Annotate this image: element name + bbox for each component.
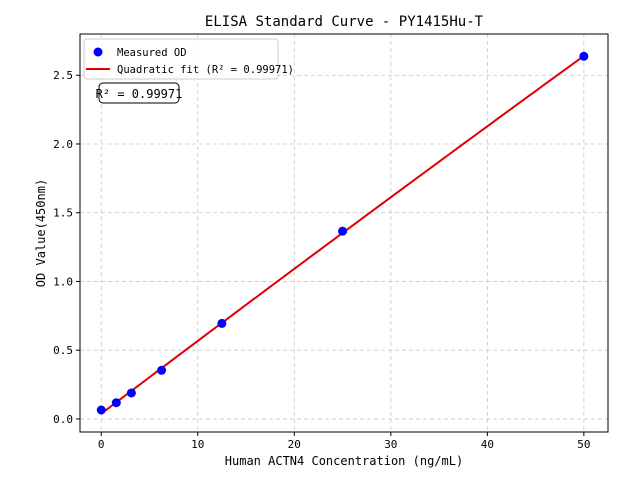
y-tick-label: 0.5 [53,344,73,357]
chart-title: ELISA Standard Curve - PY1415Hu-T [205,14,484,30]
x-tick-label: 30 [384,438,397,451]
ticks: 0 10 20 30 40 50 0.0 0.5 1.0 1.5 2.0 2.5 [53,69,590,451]
annotation-box [98,82,180,104]
x-tick-label: 0 [98,438,105,451]
legend-label-fit: Quadratic fit (R² = 0.99971) [117,64,294,76]
y-axis-label: OD Value(450nm) [34,179,48,287]
y-tick-label: 2.5 [53,69,73,82]
legend: Measured OD Quadratic fit (R² = 0.99971) [83,38,294,80]
legend-box [83,38,279,80]
y-tick-label: 0.0 [53,413,73,426]
y-tick-label: 2.0 [53,138,73,151]
data-point [126,388,136,398]
marks [96,51,589,415]
x-tick-label: 20 [288,438,301,451]
data-point [338,226,348,236]
y-tick-label: 1.5 [53,207,73,220]
data-point [217,318,227,328]
data-point [111,398,121,408]
x-tick-label: 10 [191,438,204,451]
legend-label-measured: Measured OD [117,47,187,59]
x-tick-label: 40 [481,438,494,451]
data-point [157,365,167,375]
x-tick-label: 50 [577,438,590,451]
x-axis-label: Human ACTN4 Concentration (ng/mL) [225,454,463,468]
y-tick-label: 1.0 [53,275,73,288]
annotation-text: R² = 0.99971 [96,87,183,101]
data-point [96,405,106,415]
r-squared-annotation: R² = 0.99971 [96,82,183,104]
plot-frame [79,33,609,433]
legend-marker-measured [93,47,103,57]
data-point [579,51,589,61]
